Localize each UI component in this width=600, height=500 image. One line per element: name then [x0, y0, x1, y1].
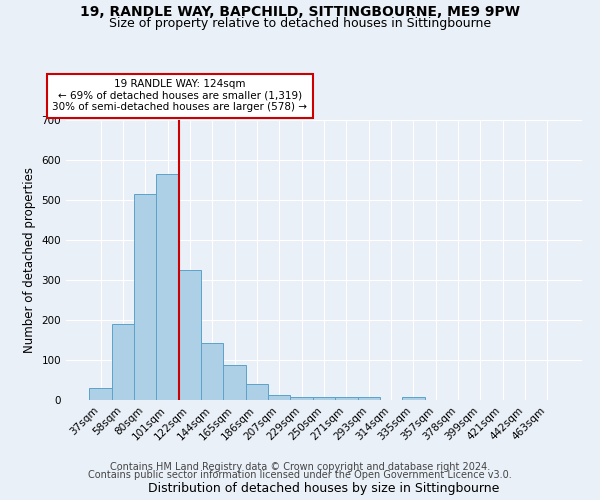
Text: Distribution of detached houses by size in Sittingbourne: Distribution of detached houses by size …: [148, 482, 500, 495]
Bar: [313, 397, 335, 400]
Bar: [223, 365, 246, 400]
Y-axis label: Number of detached properties: Number of detached properties: [23, 167, 36, 353]
Bar: [290, 397, 313, 400]
Text: Contains HM Land Registry data © Crown copyright and database right 2024.: Contains HM Land Registry data © Crown c…: [110, 462, 490, 472]
Bar: [246, 384, 268, 400]
Bar: [179, 270, 201, 400]
Bar: [358, 397, 380, 400]
Bar: [157, 174, 179, 400]
Bar: [335, 397, 358, 400]
Bar: [89, 388, 112, 400]
Bar: [134, 194, 157, 400]
Bar: [112, 324, 134, 400]
Text: 19 RANDLE WAY: 124sqm
← 69% of detached houses are smaller (1,319)
30% of semi-d: 19 RANDLE WAY: 124sqm ← 69% of detached …: [53, 80, 308, 112]
Text: Contains public sector information licensed under the Open Government Licence v3: Contains public sector information licen…: [88, 470, 512, 480]
Text: 19, RANDLE WAY, BAPCHILD, SITTINGBOURNE, ME9 9PW: 19, RANDLE WAY, BAPCHILD, SITTINGBOURNE,…: [80, 5, 520, 19]
Bar: [201, 343, 223, 400]
Text: Size of property relative to detached houses in Sittingbourne: Size of property relative to detached ho…: [109, 18, 491, 30]
Bar: [268, 395, 290, 400]
Bar: [402, 397, 425, 400]
